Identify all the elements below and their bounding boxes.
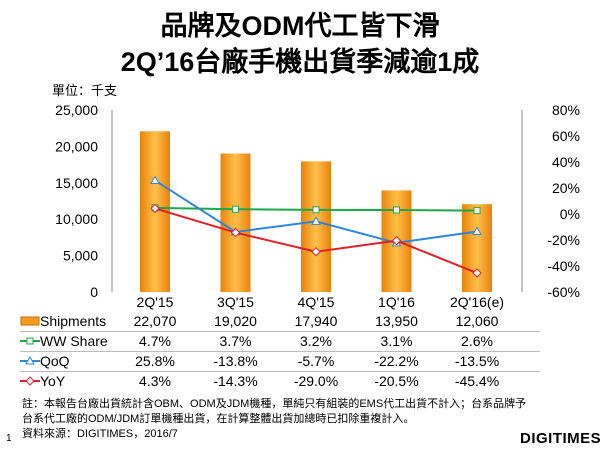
marker-triangle: [150, 175, 160, 184]
left-tick-label: 25,000: [55, 102, 98, 118]
legend-icon: [20, 373, 40, 389]
bar-shipments: [220, 153, 251, 292]
series-name: QoQ: [40, 353, 70, 369]
category-label: 2Q'15: [137, 294, 174, 310]
note-line2: 台系代工廠的ODM/JDM訂單機種出貨，在計算整體出貨加總時已扣除重複計入。: [22, 413, 415, 425]
source: 資料來源：DIGITIMES，2016/7: [22, 428, 178, 440]
series-name: Shipments: [40, 313, 107, 329]
left-tick-label: 20,000: [55, 138, 98, 154]
table-cell: -5.7%: [297, 353, 335, 369]
table-row: QoQ 25.8% -13.8% -5.7% -22.2% -13.5%: [20, 352, 540, 372]
table-cell: 3.1%: [380, 333, 413, 349]
table-cell: 4.3%: [139, 373, 171, 389]
page-number: 1: [6, 433, 12, 444]
marker-square: [393, 206, 400, 214]
digitimes-logo: DIGITIMES: [520, 430, 600, 447]
table-cell: -14.3%: [213, 373, 258, 389]
right-tick-label: 80%: [552, 102, 580, 118]
data-table: Shipments 22,070 19,020 17,940 13,950 12,060 W…: [20, 312, 540, 391]
bar-shipments: [462, 204, 492, 292]
legend-icon: [20, 353, 40, 369]
marker-square: [473, 207, 481, 215]
right-tick-label: -20%: [547, 232, 580, 248]
table-row: WW Share 4.7% 3.7% 3.2% 3.1% 2.6%: [20, 332, 540, 352]
marker-triangle: [311, 216, 321, 225]
table-cell: 22,070: [133, 313, 177, 329]
table-cell: 3.7%: [219, 333, 252, 349]
table-cell: 12,060: [455, 313, 499, 329]
table-cell: 25.8%: [135, 353, 175, 369]
table-cell: 3.2%: [300, 333, 332, 349]
unit-label: 單位：千支: [52, 83, 118, 98]
marker-diamond: [311, 246, 321, 257]
legend-icon: [20, 333, 40, 349]
category-label: 3Q'15: [217, 294, 254, 310]
table-cell: -20.5%: [374, 373, 419, 389]
category-label: 2Q'16(e): [450, 294, 504, 310]
legend-entry: QoQ: [20, 353, 70, 369]
series-name: YoY: [40, 373, 66, 389]
marker-diamond: [230, 227, 241, 238]
right-tick-label: -40%: [547, 258, 580, 274]
legend-entry: WW Share: [20, 333, 108, 349]
table-cell: -45.4%: [454, 373, 500, 389]
table-cell: 13,950: [375, 313, 418, 329]
title-line2: 2Q’16台廠手機出貨季減逾1成: [120, 47, 480, 77]
marker-diamond: [472, 268, 482, 278]
right-tick-label: 40%: [552, 154, 580, 170]
table-cell: -29.0%: [293, 373, 339, 389]
title-line1: 品牌及ODM代工皆下滑: [160, 11, 440, 41]
marker-diamond: [391, 235, 402, 246]
right-tick-label: 0%: [560, 206, 580, 222]
marker-square: [232, 205, 239, 213]
marker-diamond: [150, 203, 160, 214]
table-cell: -13.8%: [213, 353, 258, 369]
legend-icon: [20, 313, 40, 329]
right-tick-label: 60%: [552, 128, 580, 144]
left-tick-label: 5,000: [63, 248, 98, 264]
table-cell: -22.2%: [374, 353, 419, 369]
left-tick-label: 10,000: [55, 211, 98, 227]
series-name: WW Share: [40, 333, 108, 349]
table-cell: 19,020: [214, 313, 257, 329]
table-row: Shipments 22,070 19,020 17,940 13,950 12,060: [20, 312, 540, 332]
chart: 0 5,000 10,000 15,000 20,000 25,000 -60% -40% -2…: [55, 102, 580, 310]
marker-square: [312, 206, 320, 214]
right-tick-label: -60%: [547, 284, 580, 300]
bar-shipments: [301, 161, 331, 292]
table-cell: -13.5%: [454, 353, 500, 369]
table-row: YoY 4.3% -14.3% -29.0% -20.5% -45.4%: [20, 372, 540, 391]
left-tick-label: 15,000: [55, 175, 98, 191]
legend-entry: YoY: [20, 373, 65, 389]
table-cell: 4.7%: [139, 333, 171, 349]
table-cell: 17,940: [294, 313, 338, 329]
note-line1: 註：本報告台廠出貨統計含OBM、ODM及JDM機種，單純只有組裝的EMS代工出貨…: [22, 398, 527, 410]
footnote: 註：本報告台廠出貨統計含OBM、ODM及JDM機種，單純只有組裝的EMS代工出貨…: [22, 397, 526, 442]
right-tick-label: 20%: [552, 180, 580, 196]
marker-triangle: [472, 226, 482, 236]
category-label: 1Q'16: [378, 294, 415, 310]
table-cell: 2.6%: [461, 333, 493, 349]
legend-entry: Shipments: [20, 313, 106, 329]
left-tick-label: 0: [90, 284, 98, 300]
category-label: 4Q'15: [298, 294, 335, 310]
